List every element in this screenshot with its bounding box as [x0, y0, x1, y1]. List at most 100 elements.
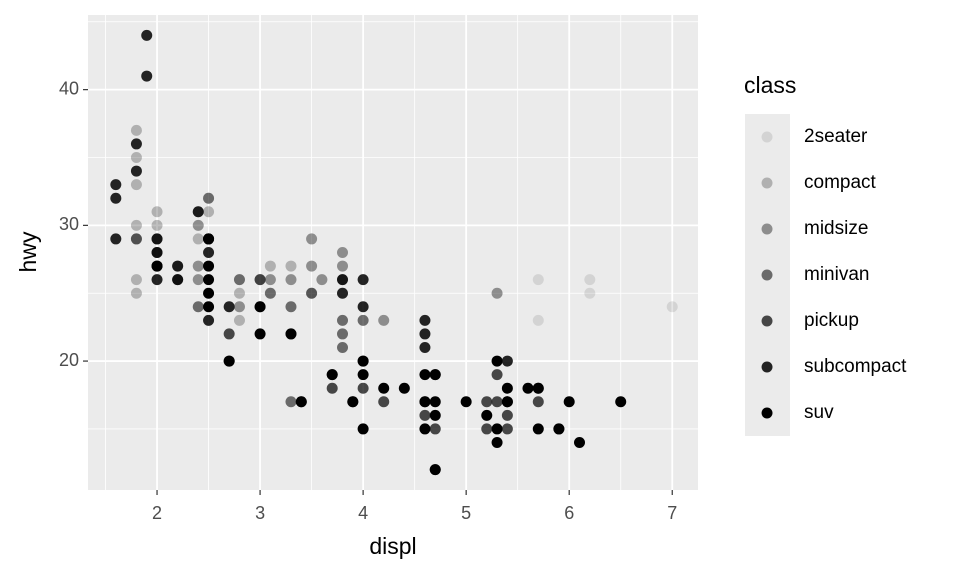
point — [419, 409, 431, 421]
point — [285, 274, 297, 286]
point — [192, 260, 204, 272]
point — [429, 464, 441, 476]
plot-panel — [88, 15, 698, 490]
legend-key — [761, 407, 773, 419]
legend-label: compact — [804, 172, 877, 193]
point — [110, 233, 122, 245]
point — [130, 287, 142, 299]
x-tick-label: 5 — [461, 503, 471, 523]
legend-label: pickup — [804, 310, 859, 331]
point — [357, 301, 369, 313]
point — [223, 355, 235, 367]
x-axis-title: displ — [369, 533, 416, 559]
point — [151, 233, 163, 245]
point — [192, 233, 204, 245]
point — [192, 274, 204, 286]
point — [151, 260, 163, 272]
point — [522, 382, 534, 394]
point — [337, 247, 349, 258]
point — [203, 192, 215, 204]
x-tick-label: 6 — [564, 503, 574, 523]
point — [151, 274, 163, 286]
legend-key — [761, 269, 773, 281]
point — [306, 287, 318, 299]
point — [378, 396, 390, 408]
point — [501, 355, 513, 367]
point — [130, 233, 142, 245]
point — [419, 369, 431, 381]
point — [223, 328, 235, 340]
point — [615, 396, 627, 408]
point — [491, 355, 503, 367]
x-tick-label: 4 — [358, 503, 368, 523]
legend-label: subcompact — [804, 356, 907, 377]
point — [429, 409, 441, 421]
point — [203, 247, 215, 258]
point — [285, 301, 297, 313]
point — [357, 369, 369, 381]
y-tick-label: 30 — [59, 214, 79, 234]
point — [223, 301, 235, 313]
point — [141, 29, 153, 41]
point — [501, 409, 513, 421]
x-tick-label: 7 — [667, 503, 677, 523]
point — [419, 423, 431, 435]
point — [233, 287, 245, 299]
y-tick-label: 20 — [59, 350, 79, 370]
point — [172, 274, 184, 286]
point — [233, 274, 245, 286]
point — [357, 382, 369, 394]
point — [491, 287, 503, 299]
point — [264, 287, 276, 299]
point — [584, 287, 596, 299]
point — [130, 165, 142, 177]
point — [151, 247, 163, 258]
point — [481, 423, 493, 435]
legend-title: class — [744, 72, 796, 98]
legend-key — [761, 315, 773, 327]
point — [285, 328, 297, 340]
point — [254, 274, 266, 286]
point — [316, 274, 328, 286]
legend-label: midsize — [804, 218, 868, 239]
point — [419, 328, 431, 340]
point — [285, 396, 297, 408]
point — [285, 260, 297, 272]
point — [491, 369, 503, 381]
point — [233, 314, 245, 326]
point — [110, 192, 122, 204]
point — [326, 382, 338, 394]
point — [378, 314, 390, 326]
points — [110, 29, 678, 476]
point — [203, 233, 215, 245]
legend-key — [761, 361, 773, 373]
point — [553, 423, 565, 435]
point — [532, 314, 544, 326]
point — [130, 233, 142, 245]
point — [306, 260, 318, 272]
point — [357, 314, 369, 326]
point — [501, 423, 513, 435]
point — [192, 301, 204, 313]
point — [491, 396, 503, 408]
point — [151, 206, 163, 218]
legend-key — [761, 177, 773, 189]
point — [666, 301, 678, 313]
point — [203, 206, 215, 218]
point — [491, 437, 503, 448]
legend-label: 2seater — [804, 126, 868, 147]
point — [419, 314, 431, 326]
point — [429, 369, 441, 381]
point — [203, 301, 215, 313]
y-axis-title: hwy — [15, 231, 41, 272]
legend-key — [761, 223, 773, 235]
point — [264, 274, 276, 286]
point — [584, 274, 596, 286]
point — [460, 396, 472, 408]
point — [326, 369, 338, 381]
point — [264, 287, 276, 299]
y-tick-label: 40 — [59, 78, 79, 98]
point — [419, 396, 431, 408]
point — [357, 274, 369, 286]
